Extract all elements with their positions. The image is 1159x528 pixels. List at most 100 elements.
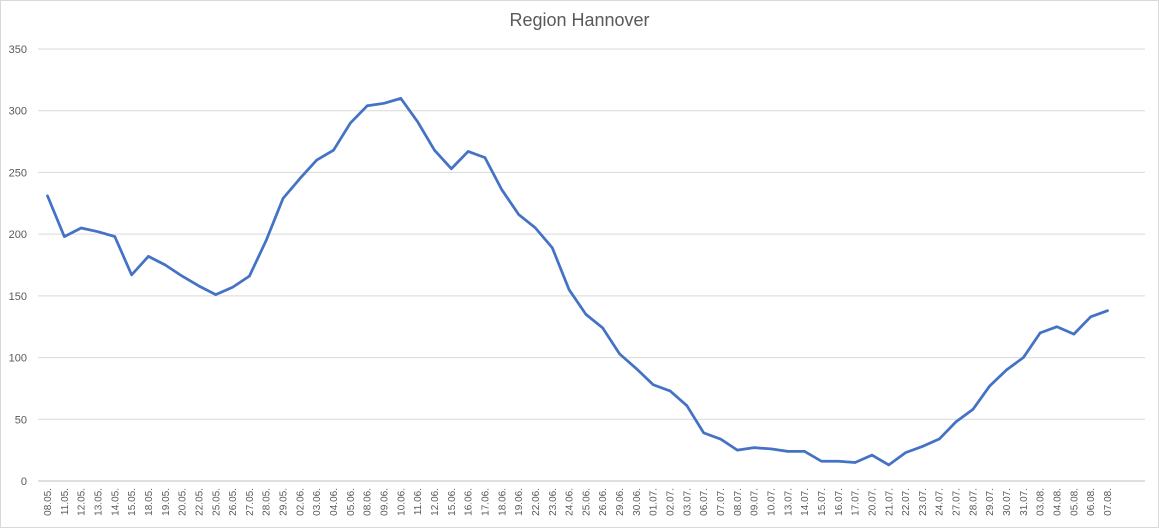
x-tick-label: 29.07. bbox=[985, 488, 996, 516]
data-point bbox=[265, 239, 268, 242]
x-tick-label: 23.07. bbox=[918, 488, 929, 516]
data-point bbox=[365, 104, 369, 107]
data-point bbox=[349, 121, 352, 125]
x-tick-label: 22.05. bbox=[194, 488, 205, 516]
x-tick-label: 27.07. bbox=[952, 488, 963, 516]
y-tick-label: 250 bbox=[9, 167, 27, 179]
data-point bbox=[1072, 332, 1076, 336]
data-point bbox=[938, 437, 941, 441]
y-tick-label: 200 bbox=[9, 229, 27, 241]
data-point bbox=[870, 453, 874, 457]
x-tick-label: 12.05. bbox=[77, 488, 88, 516]
data-point bbox=[954, 420, 958, 423]
x-tick-label: 09.06. bbox=[380, 488, 391, 516]
data-point bbox=[450, 167, 453, 170]
data-point bbox=[147, 255, 150, 258]
data-point bbox=[736, 448, 739, 452]
x-tick-label: 02.06. bbox=[295, 488, 306, 516]
data-point bbox=[1089, 315, 1092, 319]
x-tick-label: 23.06. bbox=[548, 488, 559, 516]
data-point bbox=[837, 460, 840, 463]
y-tick-label: 0 bbox=[21, 476, 27, 488]
data-point bbox=[416, 120, 419, 124]
data-point bbox=[769, 447, 773, 451]
y-tick-label: 50 bbox=[15, 414, 27, 426]
y-tick-label: 300 bbox=[9, 106, 27, 118]
x-tick-label: 26.05. bbox=[228, 488, 239, 516]
x-tick-label: 20.05. bbox=[178, 488, 189, 516]
x-tick-label: 18.05. bbox=[144, 488, 155, 516]
data-point bbox=[113, 235, 117, 238]
data-point bbox=[315, 158, 318, 162]
y-axis-tick-labels: 0 50 100 150 200 250 300 350 bbox=[9, 44, 27, 488]
x-tick-label: 03.08. bbox=[1036, 488, 1047, 516]
data-point bbox=[803, 450, 806, 453]
x-tick-label: 10.06. bbox=[396, 488, 407, 516]
data-point bbox=[786, 450, 790, 453]
data-point bbox=[1055, 325, 1059, 328]
data-point bbox=[988, 384, 991, 388]
data-point bbox=[433, 149, 436, 152]
x-tick-label: 13.05. bbox=[93, 488, 104, 516]
data-point bbox=[685, 404, 689, 407]
x-tick-label: 11.05. bbox=[60, 488, 71, 515]
data-point bbox=[248, 274, 251, 278]
data-point bbox=[853, 461, 857, 464]
data-point bbox=[382, 102, 386, 105]
x-tick-label: 29.05. bbox=[279, 488, 290, 516]
data-point bbox=[79, 226, 83, 230]
x-tick-label: 07.07. bbox=[716, 488, 727, 516]
x-tick-label: 16.07. bbox=[834, 488, 845, 516]
x-tick-label: 09.07. bbox=[750, 488, 761, 516]
data-point bbox=[820, 460, 823, 463]
data-point bbox=[500, 188, 503, 191]
data-point bbox=[483, 156, 487, 159]
x-tick-label: 27.05. bbox=[245, 488, 256, 516]
data-point bbox=[130, 273, 133, 277]
x-tick-label: 04.08. bbox=[1053, 488, 1064, 516]
data-point bbox=[702, 431, 705, 435]
data-point bbox=[298, 177, 302, 180]
x-tick-label: 31.07. bbox=[1019, 488, 1030, 516]
x-tick-label: 22.07. bbox=[901, 488, 912, 516]
x-tick-label: 17.07. bbox=[851, 488, 862, 516]
x-tick-label: 25.06. bbox=[581, 488, 592, 516]
data-point bbox=[281, 197, 285, 200]
data-point bbox=[1022, 356, 1025, 359]
x-tick-label: 15.05. bbox=[127, 488, 138, 516]
data-point bbox=[1005, 368, 1008, 372]
x-tick-label: 28.07. bbox=[968, 488, 979, 516]
data-point bbox=[1106, 309, 1109, 312]
y-tick-label: 150 bbox=[9, 291, 27, 303]
data-point bbox=[668, 389, 672, 393]
x-tick-label: 11.06. bbox=[413, 488, 424, 515]
data-point bbox=[887, 463, 890, 467]
x-tick-label: 15.07. bbox=[817, 488, 828, 516]
x-tick-label: 29.06. bbox=[615, 488, 626, 516]
data-point bbox=[197, 284, 201, 288]
x-tick-label: 10.07. bbox=[766, 488, 777, 516]
data-point bbox=[904, 451, 907, 454]
data-point bbox=[584, 313, 588, 316]
x-tick-label: 25.05. bbox=[211, 488, 222, 516]
data-point bbox=[332, 149, 335, 152]
data-point bbox=[551, 246, 554, 249]
x-tick-label: 19.06. bbox=[514, 488, 525, 516]
data-point bbox=[1039, 331, 1042, 335]
y-tick-label: 350 bbox=[9, 44, 27, 56]
data-point bbox=[63, 235, 66, 238]
x-tick-label: 28.05. bbox=[262, 488, 273, 516]
x-tick-label: 14.07. bbox=[800, 488, 811, 516]
data-point bbox=[567, 288, 571, 291]
series-layer bbox=[46, 96, 1109, 467]
x-tick-label: 13.07. bbox=[783, 488, 794, 516]
x-tick-label: 08.07. bbox=[733, 488, 744, 516]
data-point bbox=[601, 326, 604, 330]
x-tick-label: 02.07. bbox=[666, 488, 677, 516]
x-tick-label: 07.08. bbox=[1103, 488, 1114, 516]
x-tick-label: 19.05. bbox=[161, 488, 172, 516]
x-tick-label: 24.07. bbox=[935, 488, 946, 516]
data-point bbox=[399, 97, 403, 100]
chart-title: Region Hannover bbox=[509, 10, 650, 30]
